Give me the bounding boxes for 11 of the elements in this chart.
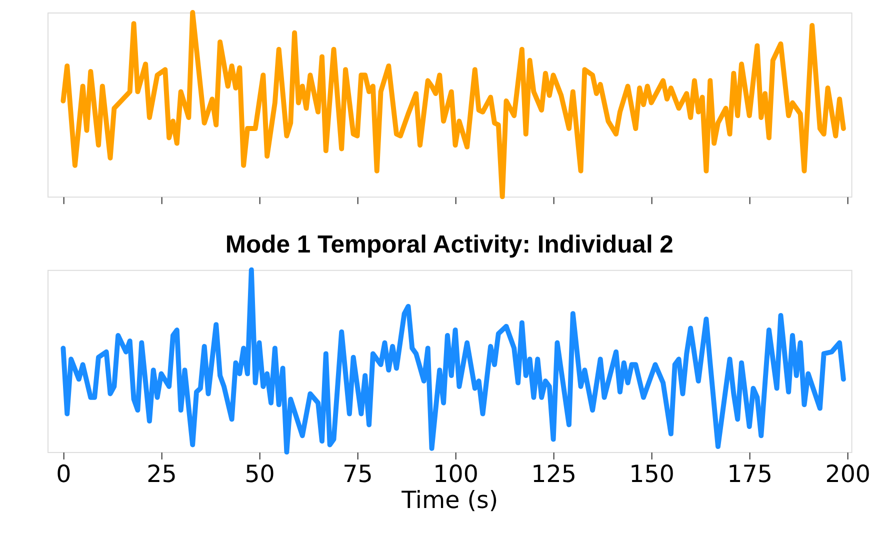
chart-title: Mode 1 Temporal Activity: Individual 2 [225, 232, 674, 259]
x-tick-label: 0 [56, 460, 72, 488]
x-tick-label: 50 [244, 460, 275, 488]
x-tick-label: 75 [342, 460, 373, 488]
x-tick-label: 100 [433, 460, 478, 488]
x-tick-label: 125 [531, 460, 576, 488]
x-tick-label: 175 [727, 460, 773, 488]
x-tick-label: 200 [825, 460, 871, 488]
x-tick-label: 25 [146, 460, 177, 488]
x-axis-title: Time (s) [400, 486, 498, 514]
x-tick-label: 150 [629, 460, 675, 488]
